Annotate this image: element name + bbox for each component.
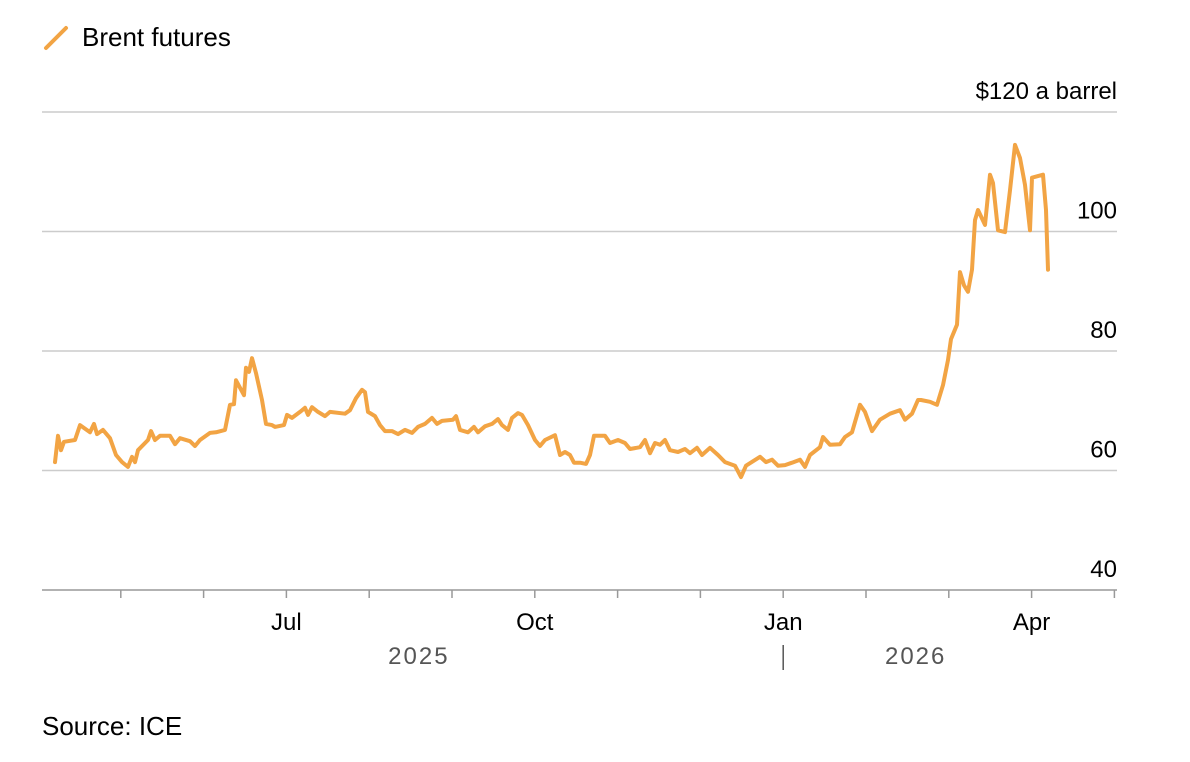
y-tick-label: 60 xyxy=(1090,437,1117,464)
y-tick-label: 80 xyxy=(1090,317,1117,344)
x-tick-label: Jan xyxy=(764,609,803,636)
source-note: Source: ICE xyxy=(42,711,183,741)
x-tick-label: Oct xyxy=(516,609,554,636)
series-line-brent-futures xyxy=(53,142,1050,480)
y-tick-label: 100 xyxy=(1077,198,1117,225)
y-tick-label: 40 xyxy=(1090,556,1117,583)
legend: Brent futures xyxy=(42,22,231,53)
legend-line-icon xyxy=(44,25,68,50)
y-tick-label: $120 a barrel xyxy=(976,78,1117,105)
year-label: 2025 xyxy=(388,643,449,670)
year-label: 2026 xyxy=(885,643,946,670)
x-tick-label: Jul xyxy=(271,609,302,636)
legend-label: Brent futures xyxy=(82,22,231,52)
x-tick-label: Apr xyxy=(1013,609,1050,636)
